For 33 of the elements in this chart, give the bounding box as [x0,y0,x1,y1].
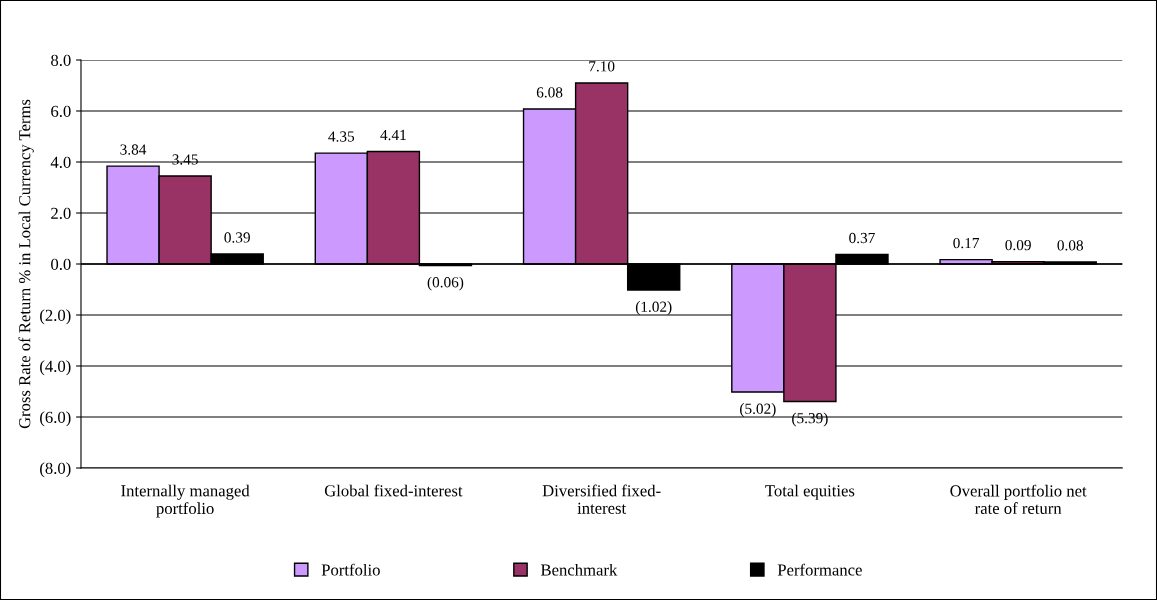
data-label: (1.02) [635,301,672,315]
y-tick-label: 4.0 [50,156,71,169]
data-label: 7.10 [589,61,615,72]
y-tick-label: 0.0 [51,258,71,271]
x-tick-label: Total equities [765,484,855,500]
data-label: 6.08 [536,87,563,98]
data-label: (0.06) [427,276,464,291]
legend-label: Benchmark [540,563,618,576]
data-label: 4.35 [328,131,355,142]
y-axis-title: Gross Rate of Return % in Local Currency Terms [18,99,34,429]
y-tick-label: 2.0 [51,207,71,220]
data-label: 0.37 [849,232,875,244]
data-label: 0.17 [953,237,980,249]
x-tick-label: Overall portfolio net rate of return [950,484,1087,514]
legend-label: Performance [777,563,862,576]
data-label: 3.45 [172,154,198,165]
y-tick-label: 8.0 [51,54,71,67]
x-tick-label: Global fixed-interest [324,484,463,497]
y-tick-label: (8.0) [40,462,71,478]
x-tick-label: Internally managed portfolio [121,484,250,518]
data-label: 0.09 [1005,239,1031,251]
data-label: (5.39) [792,412,828,427]
y-tick-label: (4.0) [40,360,71,376]
y-tick-label: (2.0) [40,309,71,325]
data-label: 0.39 [224,232,250,243]
data-label: 3.84 [120,144,147,155]
data-label: 4.41 [380,129,406,141]
x-tick-label: Diversified fixed- interest [542,484,661,514]
y-tick-label: (6.0) [40,411,71,427]
data-label: (5.02) [740,403,776,417]
legend-label: Portfolio [321,563,380,576]
data-label: 0.08 [1057,240,1084,251]
y-tick-label: 6.0 [51,105,71,118]
